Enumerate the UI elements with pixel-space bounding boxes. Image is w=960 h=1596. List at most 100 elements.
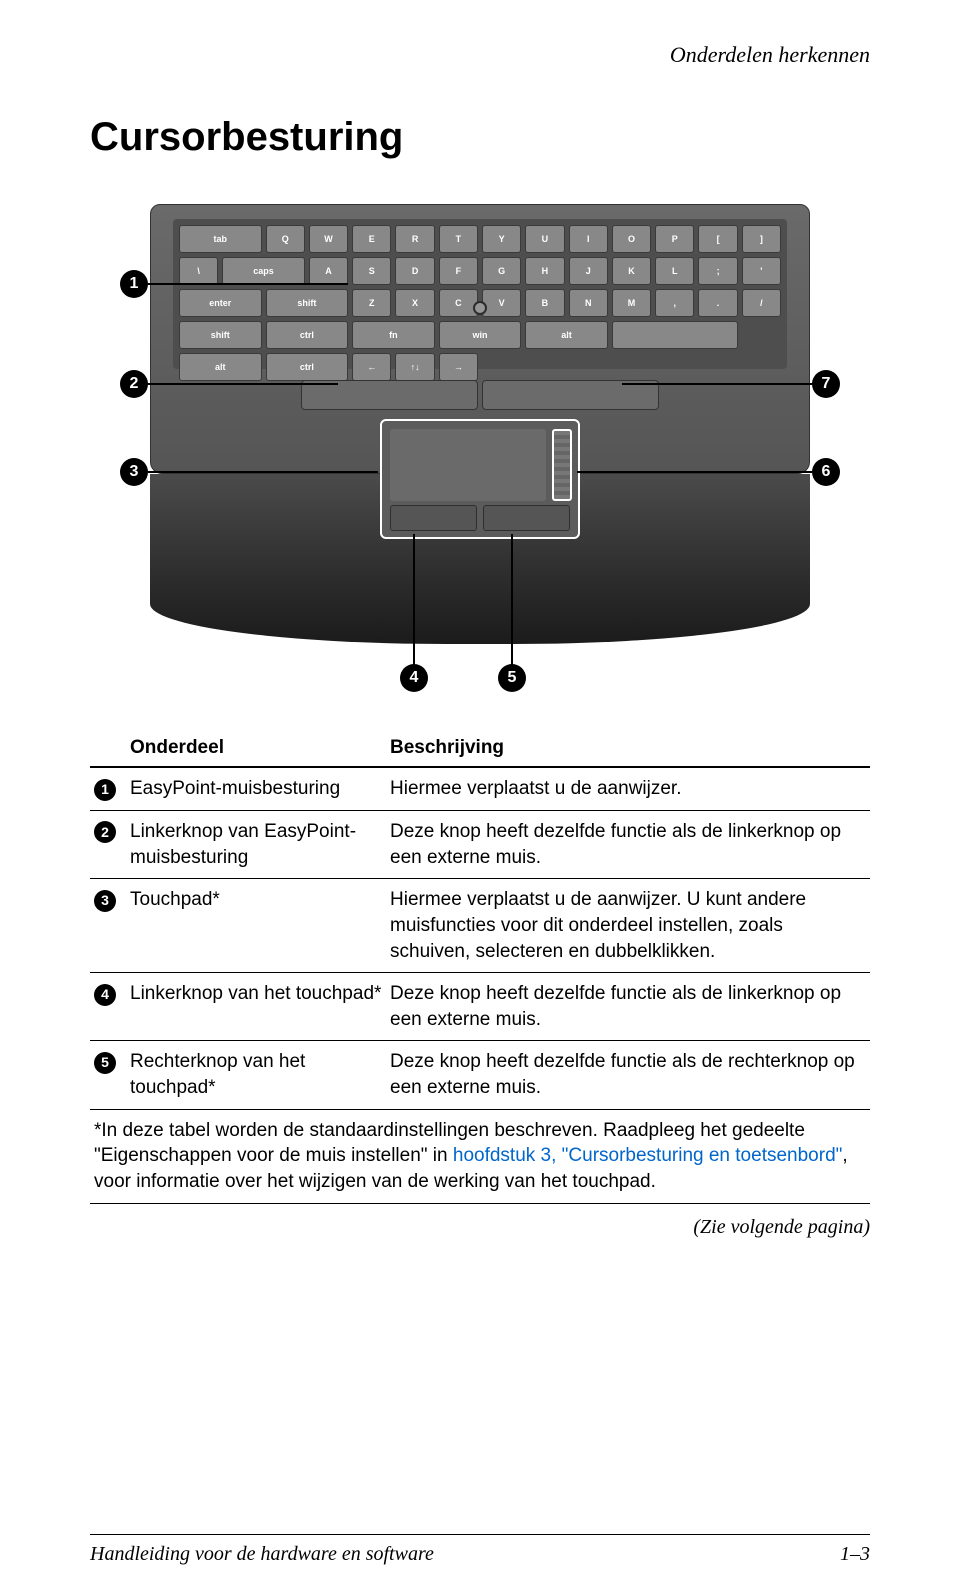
keyboard-key: M <box>612 289 651 317</box>
keyboard-key: ← <box>352 353 391 381</box>
keyboard-key: ] <box>742 225 781 253</box>
keyboard-key: S <box>352 257 391 285</box>
keyboard-key: B <box>525 289 564 317</box>
keyboard-key: P <box>655 225 694 253</box>
keyboard-key: T <box>439 225 478 253</box>
keyboard-key: O <box>612 225 651 253</box>
page-footer: Handleiding voor de hardware en software… <box>90 1534 870 1568</box>
keyboard-key: D <box>395 257 434 285</box>
callout-badge-1: 1 <box>120 270 148 298</box>
row-badge-cell: 5 <box>90 1041 126 1109</box>
touchpad-area <box>380 419 580 539</box>
keyboard-key: H <box>525 257 564 285</box>
keyboard-key: caps <box>222 257 305 285</box>
keyboard-key: ctrl <box>266 353 349 381</box>
keyboard-key: win <box>439 321 522 349</box>
running-head: Onderdelen herkennen <box>90 40 870 70</box>
keyboard-key: shift <box>266 289 349 317</box>
row-name: Rechterknop van het touchpad* <box>126 1041 386 1109</box>
row-number-badge: 2 <box>94 821 116 843</box>
row-name: Touchpad* <box>126 879 386 973</box>
keyboard-key: A <box>309 257 348 285</box>
footer-right: 1–3 <box>840 1541 870 1568</box>
keyboard-key: I <box>569 225 608 253</box>
table-footnote: *In deze tabel worden de standaardinstel… <box>90 1109 870 1203</box>
keyboard-key: V <box>482 289 521 317</box>
keyboard-key: G <box>482 257 521 285</box>
table-row: 2 Linkerknop van EasyPoint-muisbesturingD… <box>90 810 870 878</box>
row-badge-cell: 4 <box>90 973 126 1041</box>
footnote-link-chapter[interactable]: hoofdstuk 3, "Cursorbesturing en toetsen… <box>453 1145 843 1166</box>
row-description: Deze knop heeft dezelfde functie als de … <box>386 810 870 878</box>
keyboard-key: K <box>612 257 651 285</box>
keyboard-key: alt <box>179 353 262 381</box>
keyboard-key: alt <box>525 321 608 349</box>
row-badge-cell: 3 <box>90 879 126 973</box>
row-name: Linkerknop van het touchpad* <box>126 973 386 1041</box>
keyboard-key: N <box>569 289 608 317</box>
keyboard-key: . <box>698 289 737 317</box>
row-number-badge: 5 <box>94 1052 116 1074</box>
callout-badge-4: 4 <box>400 664 428 692</box>
table-row: 5 Rechterknop van het touchpad*Deze knop … <box>90 1041 870 1109</box>
keyboard-area: tabQWERTYUIOP[]\capsASDFGHJKL;'entershif… <box>173 219 787 369</box>
keyboard-key: ' <box>742 257 781 285</box>
keyboard-key <box>612 321 738 349</box>
callout-lead-3 <box>148 471 378 473</box>
row-description: Deze knop heeft dezelfde functie als de … <box>386 1041 870 1109</box>
row-number-badge: 1 <box>94 779 116 801</box>
table-row: 1 EasyPoint-muisbesturingHiermee verplaat… <box>90 767 870 810</box>
keyboard-key: E <box>352 225 391 253</box>
keyboard-key: W <box>309 225 348 253</box>
laptop-illustration: tabQWERTYUIOP[]\capsASDFGHJKL;'entershif… <box>150 204 810 654</box>
keyboard-key: X <box>395 289 434 317</box>
keyboard-key: C <box>439 289 478 317</box>
keyboard-key: J <box>569 257 608 285</box>
keyboard-key: shift <box>179 321 262 349</box>
callout-lead-1 <box>148 283 348 285</box>
keyboard-key: ↑↓ <box>395 353 434 381</box>
row-name: EasyPoint-muisbesturing <box>126 767 386 810</box>
laptop-diagram: tabQWERTYUIOP[]\capsASDFGHJKL;'entershif… <box>120 194 840 704</box>
table-header-beschrijving: Beschrijving <box>386 729 870 768</box>
table-row: 3Touchpad*Hiermee verplaatst u de aanwij… <box>90 879 870 973</box>
keyboard-key: L <box>655 257 694 285</box>
keyboard-key: U <box>525 225 564 253</box>
keyboard-key: / <box>742 289 781 317</box>
keyboard-key: , <box>655 289 694 317</box>
row-description: Hiermee verplaatst u de aanwijzer. U kun… <box>386 879 870 973</box>
footer-left: Handleiding voor de hardware en software <box>90 1541 434 1568</box>
callout-badge-3: 3 <box>120 458 148 486</box>
keyboard-key: ; <box>698 257 737 285</box>
row-name: Linkerknop van EasyPoint-muisbesturing <box>126 810 386 878</box>
keyboard-key: fn <box>352 321 435 349</box>
keyboard-key: tab <box>179 225 262 253</box>
callout-badge-7: 7 <box>812 370 840 398</box>
page: Onderdelen herkennen Cursorbesturing tab… <box>0 0 960 1596</box>
callout-badge-5: 5 <box>498 664 526 692</box>
callout-lead-2 <box>148 383 338 385</box>
row-badge-cell: 2 <box>90 810 126 878</box>
keyboard-key: Y <box>482 225 521 253</box>
row-number-badge: 4 <box>94 984 116 1006</box>
parts-table: Onderdeel Beschrijving 1 EasyPoint-muisbe… <box>90 729 870 1204</box>
row-description: Deze knop heeft dezelfde functie als de … <box>386 973 870 1041</box>
callout-lead-4 <box>413 534 415 666</box>
section-title: Cursorbesturing <box>90 110 870 164</box>
row-badge-cell: 1 <box>90 767 126 810</box>
keyboard-key: ctrl <box>266 321 349 349</box>
keyboard-key: enter <box>179 289 262 317</box>
table-row: 4 Linkerknop van het touchpad*Deze knop h… <box>90 973 870 1041</box>
keyboard-key: F <box>439 257 478 285</box>
callout-badge-2: 2 <box>120 370 148 398</box>
table-header-onderdeel: Onderdeel <box>126 729 386 768</box>
keyboard-key: Z <box>352 289 391 317</box>
keyboard-key: R <box>395 225 434 253</box>
row-description: Hiermee verplaatst u de aanwijzer. <box>386 767 870 810</box>
keyboard-key: \ <box>179 257 218 285</box>
keyboard-key: [ <box>698 225 737 253</box>
callout-lead-6 <box>577 471 812 473</box>
callout-badge-6: 6 <box>812 458 840 486</box>
easypoint-buttons <box>301 380 659 410</box>
keyboard-key: → <box>439 353 478 381</box>
